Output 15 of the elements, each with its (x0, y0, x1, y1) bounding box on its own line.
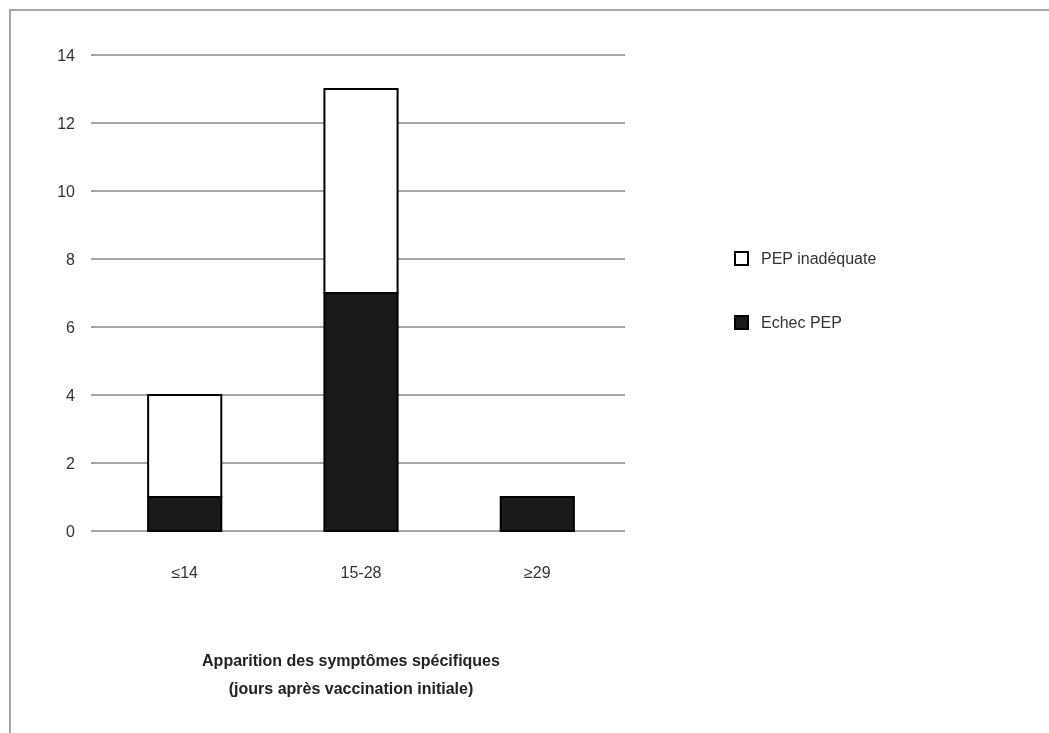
legend-label: Echec PEP (761, 313, 842, 331)
x-tick-label: 15-28 (340, 564, 382, 581)
y-tick-label: 4 (66, 386, 76, 404)
x-tick-label: ≤14 (171, 564, 199, 581)
x-axis-title: Apparition des symptômes spécifiques (jours après vaccination initiale) (202, 652, 501, 697)
x-tick-label: ≥29 (524, 564, 551, 581)
y-tick-label: 14 (57, 46, 76, 64)
y-tick-label: 2 (66, 454, 76, 472)
bar (499, 496, 575, 532)
y-tick-label: 8 (66, 250, 76, 268)
y-tick-label: 6 (66, 318, 76, 336)
y-tick-label: 0 (66, 522, 76, 540)
y-tick-label: 12 (57, 114, 76, 132)
y-tick-label: 10 (57, 182, 76, 200)
legend-label: PEP inadéquate (761, 249, 877, 267)
